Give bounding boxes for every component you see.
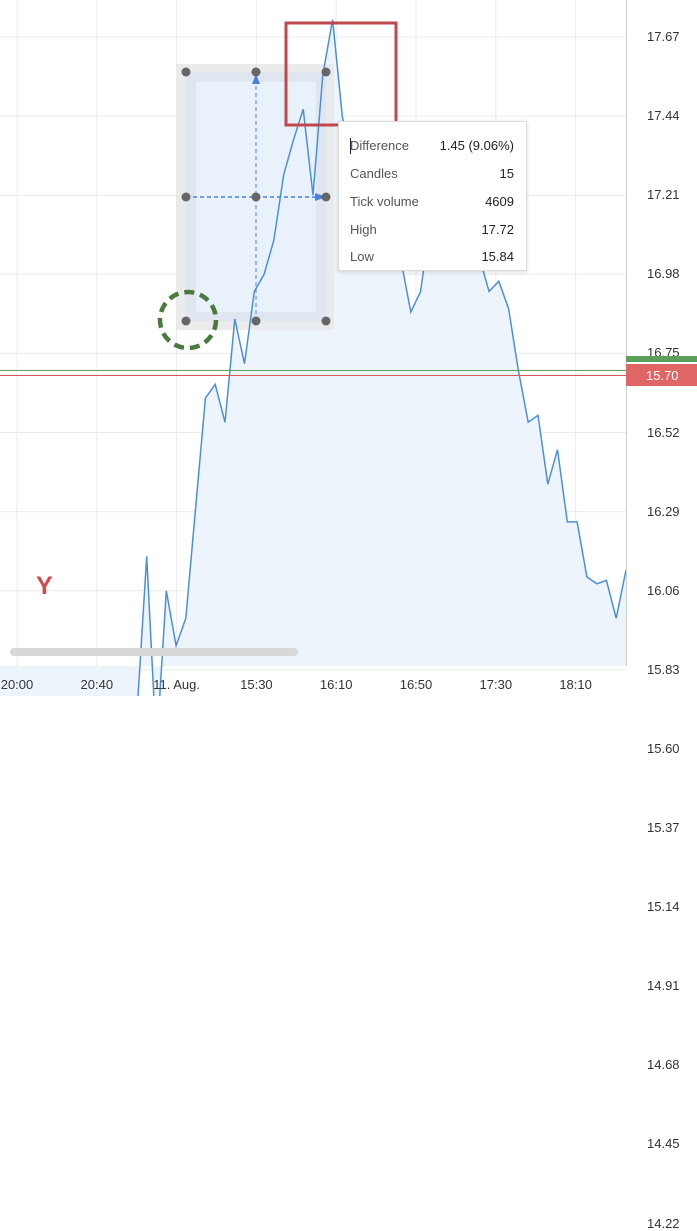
price-tick-label: 16.29	[647, 503, 680, 519]
green-level-marker	[626, 356, 697, 362]
difference-value: 1.45 (9.06%)	[439, 138, 514, 153]
time-tick-label: 18:10	[559, 677, 592, 692]
price-tick-label: 14.22	[647, 1215, 680, 1231]
tooltip-row-tick-volume: Tick volume 4609	[339, 194, 526, 214]
handle-center[interactable]	[251, 192, 261, 202]
time-tick-label: 20:40	[80, 677, 114, 692]
price-tick-label: 16.52	[647, 424, 680, 440]
tooltip-row-high: High 17.72	[339, 222, 526, 242]
difference-label: Difference	[350, 138, 410, 153]
current-price-value: 15.70	[646, 367, 679, 383]
high-value: 17.72	[481, 222, 514, 237]
price-tick-label: 14.68	[647, 1057, 680, 1073]
price-tick-label: 15.37	[647, 820, 680, 835]
time-tick-label: 11. Aug.	[153, 677, 200, 692]
price-tick-label: 15.14	[647, 899, 680, 915]
price-tick-label: 17.21	[647, 187, 680, 203]
handle-top-left[interactable]	[181, 67, 191, 77]
price-tick-label: 17.67	[647, 29, 680, 44]
time-tick-label: 15:30	[240, 677, 273, 692]
current-price-badge: 15.70	[626, 364, 697, 386]
low-label: Low	[350, 249, 374, 264]
tooltip-row-candles: Candles 15	[339, 166, 526, 186]
candles-label: Candles	[350, 166, 398, 181]
handle-top-middle[interactable]	[251, 67, 261, 77]
handle-middle-left[interactable]	[181, 192, 191, 202]
tick-volume-value: 4609	[485, 194, 514, 209]
time-tick-label: 17:30	[479, 677, 513, 692]
handle-top-right[interactable]	[321, 67, 331, 77]
horizontal-arrow-head	[315, 193, 326, 201]
text-cursor	[350, 138, 351, 154]
time-tick-label: 16:50	[399, 677, 433, 692]
handle-bottom-right[interactable]	[321, 316, 331, 326]
measurement-tooltip: Difference 1.45 (9.06%) Candles 15 Tick …	[338, 121, 527, 271]
green-dashed-circle	[157, 289, 219, 351]
price-tick-label: 14.91	[647, 978, 680, 994]
candles-value: 15	[499, 166, 514, 181]
low-value: 15.84	[481, 249, 514, 264]
high-label: High	[350, 222, 377, 237]
horizontal-scrollbar[interactable]	[10, 648, 298, 656]
tooltip-row-low: Low 15.84	[339, 249, 526, 269]
price-chart[interactable]	[0, 0, 697, 696]
price-tick-label: 16.06	[647, 582, 680, 598]
price-tick-label: 15.60	[647, 740, 680, 756]
measurement-handles[interactable]	[181, 67, 331, 326]
handle-bottom-left[interactable]	[181, 316, 191, 326]
vertical-arrow-head	[252, 74, 260, 84]
price-tick-label: 17.44	[647, 108, 680, 124]
price-area-fill	[0, 19, 626, 696]
price-tick-label: 15.83	[647, 661, 680, 677]
price-tick-label: 16.98	[647, 266, 680, 282]
price-line	[137, 19, 627, 696]
tooltip-row-difference: Difference 1.45 (9.06%)	[339, 138, 526, 158]
time-tick-label: 16:10	[319, 677, 353, 692]
handle-middle-right[interactable]	[321, 192, 331, 202]
time-tick-label: 20:00	[0, 677, 34, 692]
price-tick-label: 14.45	[647, 1136, 680, 1152]
y-annotation-marker: Y	[36, 572, 53, 600]
tick-volume-label: Tick volume	[350, 194, 419, 209]
handle-bottom-middle[interactable]	[251, 316, 261, 326]
